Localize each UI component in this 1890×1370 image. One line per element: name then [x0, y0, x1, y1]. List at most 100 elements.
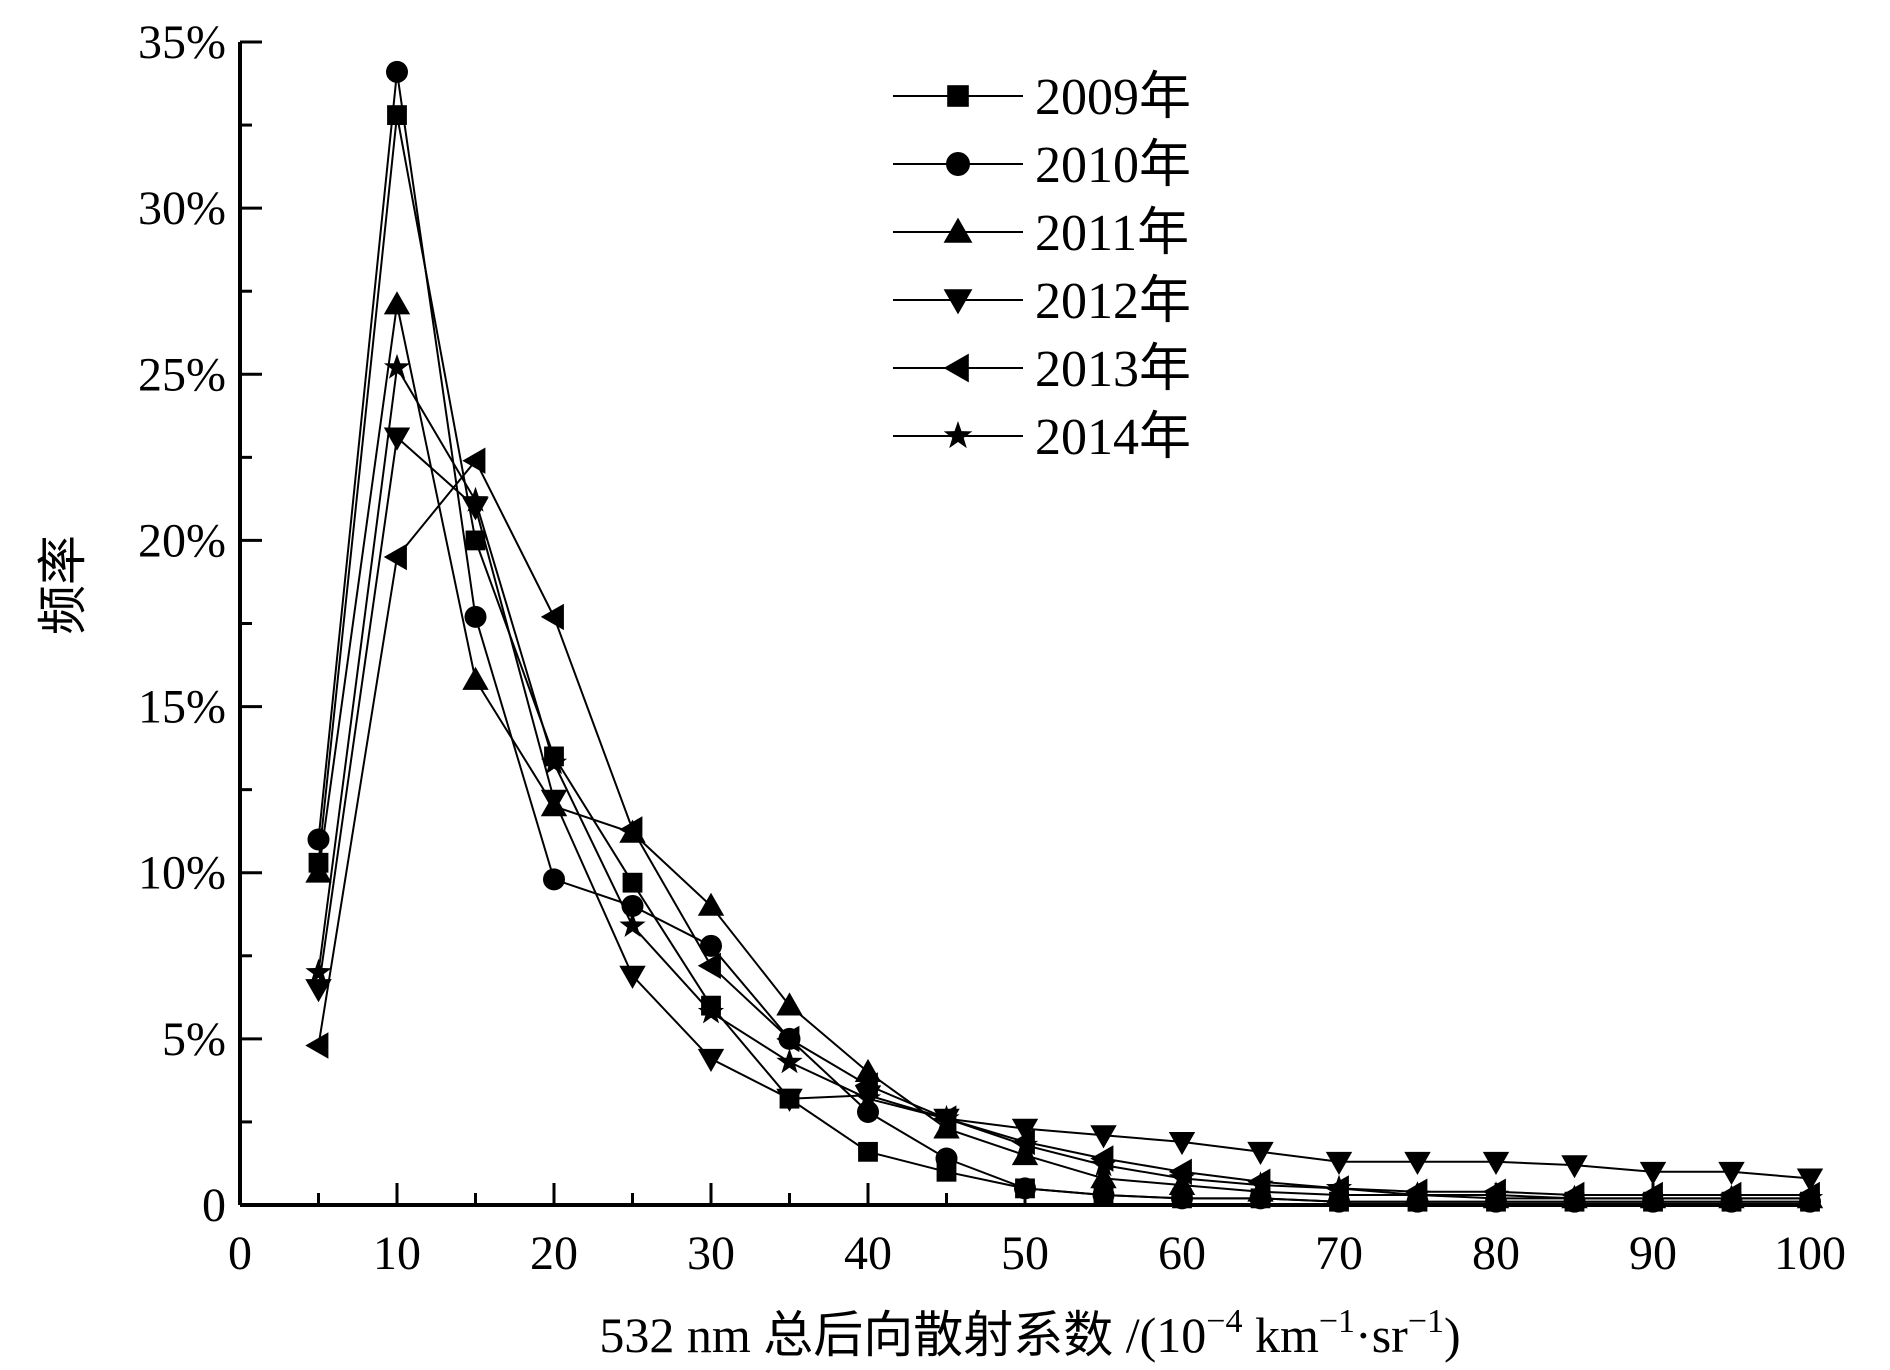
- data-point: [854, 1084, 882, 1110]
- x-axis-title: 532 nm 总后向散射系数 /(10−4 km−1·sr−1): [599, 1303, 1460, 1363]
- data-point: [383, 427, 411, 451]
- x-tick-label: 60: [1158, 1227, 1206, 1280]
- data-point: [305, 958, 332, 984]
- y-tick-label: 35%: [138, 16, 226, 69]
- data-point: [1325, 1174, 1353, 1200]
- data-point: [1090, 1151, 1117, 1177]
- legend-marker: [943, 217, 973, 243]
- data-point: [1014, 1177, 1036, 1200]
- series-2013年: [305, 447, 1820, 1209]
- data-point: [1404, 1151, 1431, 1175]
- y-tick-label: 30%: [138, 182, 226, 235]
- legend: 2009年 2010年 2011年 2012年 2013年 2014年: [893, 69, 1191, 466]
- data-point: [1011, 1118, 1039, 1142]
- data-point: [543, 868, 565, 891]
- legend-label: 2014年: [1035, 409, 1191, 466]
- data-point: [1092, 1184, 1115, 1207]
- data-point: [622, 872, 643, 893]
- data-point: [1796, 1168, 1824, 1192]
- data-point: [776, 992, 803, 1016]
- legend-marker: [947, 85, 969, 107]
- data-point: [1796, 1184, 1824, 1210]
- x-tick-label: 20: [530, 1227, 578, 1280]
- series-line: [317, 71, 1810, 1203]
- data-point: [1168, 1164, 1196, 1190]
- data-point: [1247, 1141, 1274, 1165]
- data-point: [383, 353, 411, 379]
- data-point: [305, 979, 332, 1003]
- legend-marker: [946, 152, 970, 176]
- data-point: [697, 1048, 725, 1072]
- axes: 0 10 20 30 40 50 60 70 80 90 100 0 5% 10% 15% 20% 25% 30%…: [138, 16, 1846, 1280]
- data-point: [305, 1032, 329, 1059]
- x-tick-label: 50: [1001, 1227, 1049, 1280]
- data-point: [1561, 1184, 1588, 1210]
- data-point: [1011, 1142, 1039, 1166]
- x-axis-title-exp2: −1: [1319, 1303, 1355, 1340]
- x-axis-title-exp3: −1: [1408, 1303, 1444, 1340]
- data-point: [935, 1147, 958, 1170]
- legend-label: 2013年: [1035, 341, 1191, 398]
- x-tick-label: 10: [373, 1227, 421, 1280]
- x-axis-title-prefix: 532 nm 总后向散射系数 /(10: [599, 1307, 1206, 1363]
- data-point: [697, 952, 721, 979]
- data-point: [462, 447, 486, 474]
- series-line: [317, 435, 1811, 1180]
- data-point: [776, 1088, 803, 1112]
- data-point: [1090, 1125, 1117, 1149]
- data-point: [465, 530, 486, 551]
- x-axis-title-unit2: ·sr: [1355, 1307, 1408, 1363]
- data-point: [386, 60, 408, 83]
- series-layer: [305, 60, 1824, 1213]
- y-tick-label: 15%: [138, 681, 226, 734]
- data-point: [854, 1072, 878, 1099]
- x-tick-label: 40: [844, 1227, 892, 1280]
- x-axis-title-exp1: −4: [1206, 1303, 1242, 1340]
- data-point: [464, 605, 487, 628]
- data-point: [1325, 1151, 1353, 1175]
- data-point: [1168, 1132, 1196, 1156]
- data-point: [462, 486, 489, 512]
- series-2009年: [308, 105, 1820, 1212]
- data-point: [1718, 1161, 1745, 1185]
- series-2014年: [305, 353, 1824, 1210]
- y-tick-label: 0: [202, 1179, 226, 1232]
- y-tick-label: 5%: [162, 1013, 226, 1066]
- data-point: [1011, 1131, 1039, 1157]
- data-point: [1482, 1181, 1510, 1207]
- y-tick-label: 10%: [138, 847, 226, 900]
- series-line: [317, 458, 1810, 1196]
- legend-item: 2011年: [893, 205, 1189, 262]
- data-point: [1718, 1184, 1745, 1210]
- x-tick-label: 100: [1774, 1227, 1846, 1280]
- data-point: [540, 603, 564, 631]
- data-point: [697, 892, 725, 916]
- data-point: [619, 912, 646, 937]
- data-point: [776, 1025, 800, 1053]
- data-point: [858, 1141, 878, 1162]
- legend-label: 2011年: [1035, 205, 1189, 262]
- data-point: [1639, 1161, 1667, 1185]
- x-tick-label: 70: [1315, 1227, 1363, 1280]
- data-point: [621, 894, 644, 917]
- legend-label: 2012年: [1035, 273, 1191, 330]
- legend-label: 2009年: [1035, 69, 1191, 126]
- data-point: [1561, 1155, 1588, 1179]
- legend-label: 2010年: [1035, 137, 1191, 194]
- data-point: [307, 828, 330, 851]
- y-tick-label: 20%: [138, 514, 226, 567]
- legend-marker: [943, 353, 969, 383]
- data-point: [540, 749, 568, 775]
- series-line: [317, 364, 1810, 1200]
- data-point: [1404, 1181, 1431, 1207]
- legend-item: 2010年: [893, 137, 1191, 194]
- data-point: [1090, 1165, 1117, 1189]
- legend-item: 2012年: [893, 273, 1191, 330]
- data-point: [619, 816, 643, 843]
- y-tick-label: 25%: [138, 348, 226, 401]
- data-point: [540, 789, 568, 813]
- data-point: [700, 934, 722, 957]
- x-tick-label: 90: [1629, 1227, 1677, 1280]
- data-point: [1482, 1151, 1510, 1175]
